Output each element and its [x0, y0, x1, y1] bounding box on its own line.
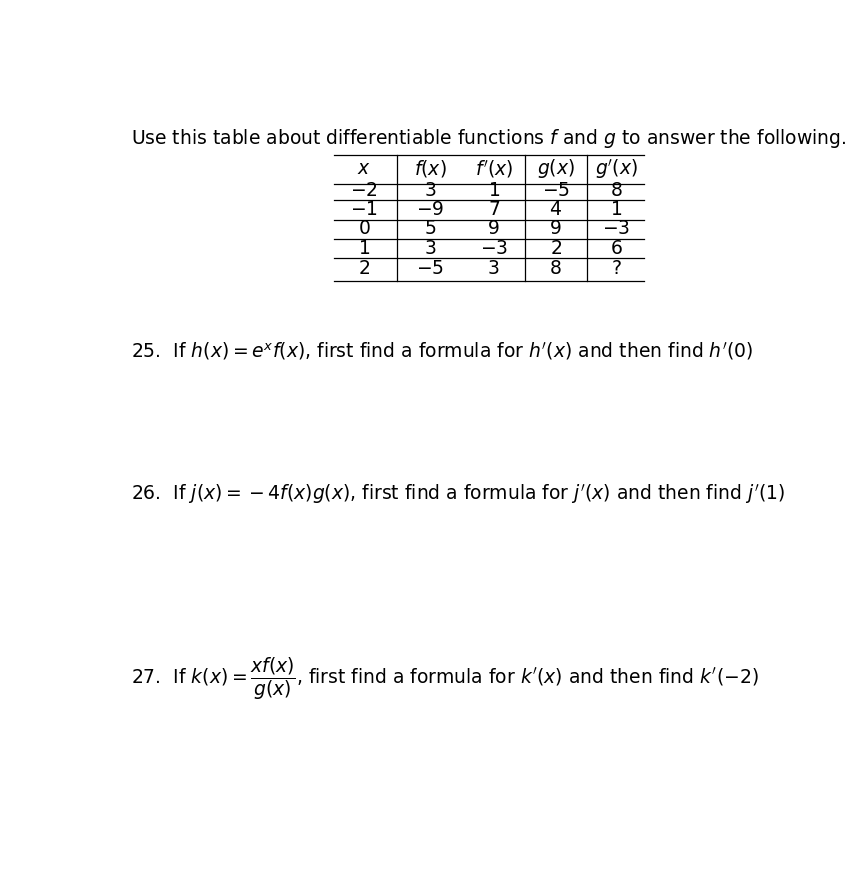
- Text: $-3$: $-3$: [480, 239, 508, 258]
- Text: $g(x)$: $g(x)$: [536, 158, 575, 180]
- Text: $1$: $1$: [488, 181, 500, 200]
- Text: $-5$: $-5$: [542, 181, 569, 200]
- Text: $?$: $?$: [611, 259, 621, 277]
- Text: $8$: $8$: [610, 181, 622, 200]
- Text: $f(x)$: $f(x)$: [414, 158, 446, 179]
- Text: $0$: $0$: [358, 220, 371, 239]
- Text: 25.  If $h(x) = e^{x}f(x)$, first find a formula for $h'(x)$ and then find $h'(0: 25. If $h(x) = e^{x}f(x)$, first find a …: [131, 340, 753, 362]
- Text: $-3$: $-3$: [602, 220, 630, 239]
- Text: $2$: $2$: [358, 259, 371, 277]
- Text: $5$: $5$: [424, 220, 437, 239]
- Text: $9$: $9$: [549, 220, 562, 239]
- Text: $2$: $2$: [549, 239, 562, 258]
- Text: $9$: $9$: [488, 220, 500, 239]
- Text: 27.  If $k(x) = \dfrac{xf(x)}{g(x)}$, first find a formula for $k'(x)$ and then : 27. If $k(x) = \dfrac{xf(x)}{g(x)}$, fir…: [131, 655, 759, 703]
- Text: $-5$: $-5$: [416, 259, 444, 277]
- Text: $x$: $x$: [358, 159, 372, 178]
- Text: $1$: $1$: [610, 200, 622, 220]
- Text: $1$: $1$: [358, 239, 371, 258]
- Text: $6$: $6$: [609, 239, 622, 258]
- Text: 26.  If $j(x) = -4f(x)g(x)$, first find a formula for $j'(x)$ and then find $j'(: 26. If $j(x) = -4f(x)g(x)$, first find a…: [131, 482, 785, 507]
- Text: $f'(x)$: $f'(x)$: [475, 158, 513, 180]
- Text: $3$: $3$: [488, 259, 500, 277]
- Text: $g'(x)$: $g'(x)$: [595, 157, 638, 181]
- Text: Use this table about differentiable functions $f$ and $g$ to answer the followin: Use this table about differentiable func…: [131, 127, 846, 150]
- Text: $3$: $3$: [424, 181, 437, 200]
- Text: $-1$: $-1$: [351, 200, 378, 220]
- Text: $-9$: $-9$: [416, 200, 444, 220]
- Text: $-2$: $-2$: [351, 181, 378, 200]
- Text: $3$: $3$: [424, 239, 437, 258]
- Text: $7$: $7$: [488, 200, 500, 220]
- Text: $4$: $4$: [549, 200, 562, 220]
- Text: $8$: $8$: [549, 259, 562, 277]
